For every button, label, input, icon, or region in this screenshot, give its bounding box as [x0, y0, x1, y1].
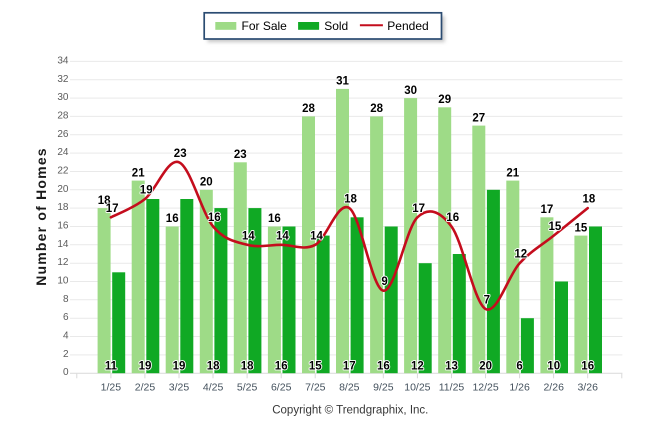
svg-text:14: 14 — [57, 239, 69, 250]
svg-text:16: 16 — [57, 221, 69, 232]
svg-text:22: 22 — [57, 166, 69, 177]
svg-text:11: 11 — [105, 360, 118, 372]
svg-text:4/25: 4/25 — [203, 382, 224, 394]
svg-text:6: 6 — [516, 360, 522, 372]
svg-text:19: 19 — [140, 185, 153, 197]
svg-text:0: 0 — [63, 367, 69, 378]
svg-text:18: 18 — [207, 360, 220, 372]
svg-text:10: 10 — [547, 360, 560, 372]
svg-text:13: 13 — [445, 360, 458, 372]
svg-text:21: 21 — [506, 167, 519, 179]
svg-text:1/26: 1/26 — [509, 382, 530, 394]
svg-text:18: 18 — [57, 202, 69, 213]
svg-text:5/25: 5/25 — [237, 382, 258, 394]
svg-text:17: 17 — [541, 204, 554, 216]
svg-text:3/25: 3/25 — [169, 382, 190, 394]
svg-text:17: 17 — [106, 203, 119, 215]
svg-text:16: 16 — [208, 212, 221, 224]
svg-text:27: 27 — [472, 112, 485, 124]
svg-text:7/25: 7/25 — [305, 382, 326, 394]
svg-text:8/25: 8/25 — [339, 382, 360, 394]
svg-text:1/25: 1/25 — [101, 382, 122, 394]
svg-text:16: 16 — [166, 213, 179, 225]
svg-text:11/25: 11/25 — [439, 382, 465, 394]
svg-text:12: 12 — [411, 360, 424, 372]
svg-text:4: 4 — [63, 331, 69, 342]
svg-text:12: 12 — [514, 249, 527, 261]
svg-text:For Sale: For Sale — [242, 19, 288, 33]
svg-text:17: 17 — [343, 360, 356, 372]
svg-text:14: 14 — [276, 230, 289, 242]
svg-text:17: 17 — [412, 203, 425, 215]
svg-text:16: 16 — [377, 360, 390, 372]
svg-text:14: 14 — [310, 230, 323, 242]
svg-text:32: 32 — [57, 74, 69, 85]
svg-text:12/25: 12/25 — [472, 382, 498, 394]
svg-text:7: 7 — [484, 295, 490, 307]
svg-text:34: 34 — [57, 55, 69, 66]
svg-text:19: 19 — [139, 360, 152, 372]
svg-text:8: 8 — [63, 294, 69, 305]
svg-text:28: 28 — [302, 103, 315, 115]
svg-text:18: 18 — [98, 195, 111, 207]
svg-text:Pended: Pended — [387, 19, 428, 33]
svg-text:31: 31 — [336, 76, 349, 88]
svg-text:9/25: 9/25 — [373, 382, 394, 394]
svg-text:Sold: Sold — [324, 19, 348, 33]
svg-text:24: 24 — [57, 147, 69, 158]
svg-text:30: 30 — [404, 85, 417, 97]
svg-text:26: 26 — [57, 129, 69, 140]
svg-text:9: 9 — [381, 276, 387, 288]
svg-text:6: 6 — [63, 312, 69, 323]
svg-text:20: 20 — [479, 360, 492, 372]
svg-text:18: 18 — [241, 360, 254, 372]
svg-text:15: 15 — [575, 222, 588, 234]
svg-text:Copyright © Trendgraphix, Inc.: Copyright © Trendgraphix, Inc. — [272, 405, 428, 417]
svg-text:23: 23 — [234, 149, 247, 161]
svg-text:2: 2 — [63, 349, 69, 360]
svg-text:16: 16 — [446, 212, 459, 224]
svg-text:28: 28 — [370, 103, 383, 115]
svg-text:10/25: 10/25 — [404, 382, 430, 394]
svg-text:6/25: 6/25 — [271, 382, 292, 394]
svg-text:15: 15 — [549, 221, 562, 233]
svg-text:18: 18 — [583, 194, 596, 206]
svg-text:15: 15 — [309, 360, 322, 372]
svg-text:19: 19 — [173, 360, 186, 372]
svg-text:12: 12 — [57, 257, 69, 268]
svg-text:30: 30 — [57, 92, 69, 103]
svg-text:16: 16 — [268, 213, 281, 225]
svg-text:3/26: 3/26 — [577, 382, 598, 394]
svg-text:21: 21 — [132, 167, 145, 179]
svg-text:18: 18 — [344, 194, 357, 206]
svg-text:2/25: 2/25 — [135, 382, 156, 394]
svg-text:28: 28 — [57, 110, 69, 121]
svg-text:23: 23 — [174, 148, 187, 160]
svg-text:16: 16 — [581, 360, 594, 372]
svg-text:29: 29 — [438, 94, 451, 106]
svg-text:16: 16 — [275, 360, 288, 372]
svg-text:Number of Homes: Number of Homes — [33, 147, 49, 286]
svg-text:14: 14 — [242, 230, 255, 242]
svg-text:20: 20 — [57, 184, 69, 195]
svg-text:10: 10 — [57, 276, 69, 287]
svg-text:20: 20 — [200, 177, 213, 189]
svg-text:2/26: 2/26 — [543, 382, 564, 394]
